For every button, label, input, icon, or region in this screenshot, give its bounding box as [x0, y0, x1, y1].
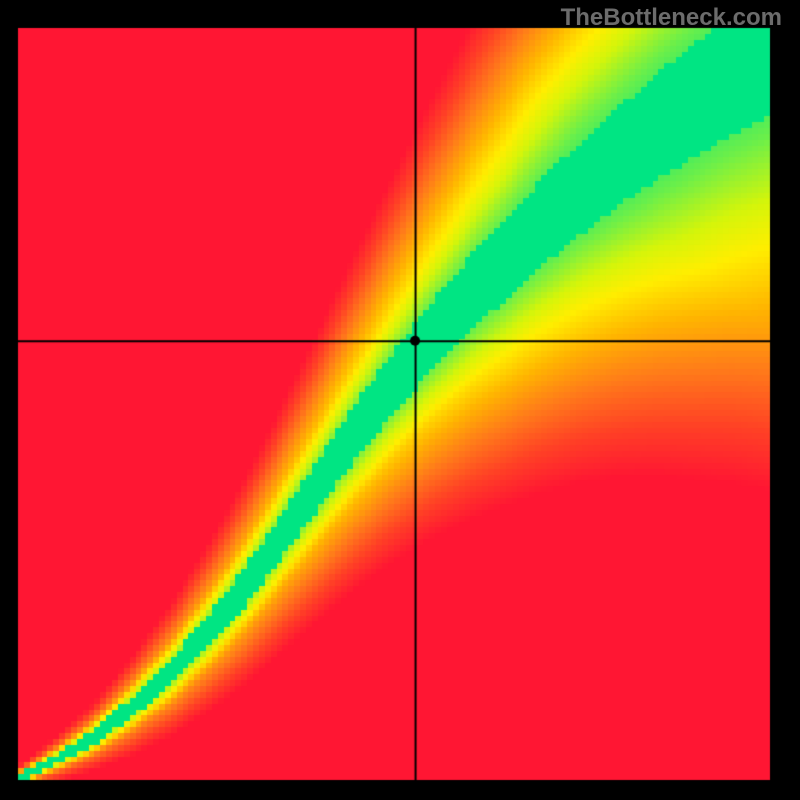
- bottleneck-heatmap: [0, 0, 800, 800]
- watermark-text: TheBottleneck.com: [561, 4, 782, 32]
- chart-container: TheBottleneck.com: [0, 0, 800, 800]
